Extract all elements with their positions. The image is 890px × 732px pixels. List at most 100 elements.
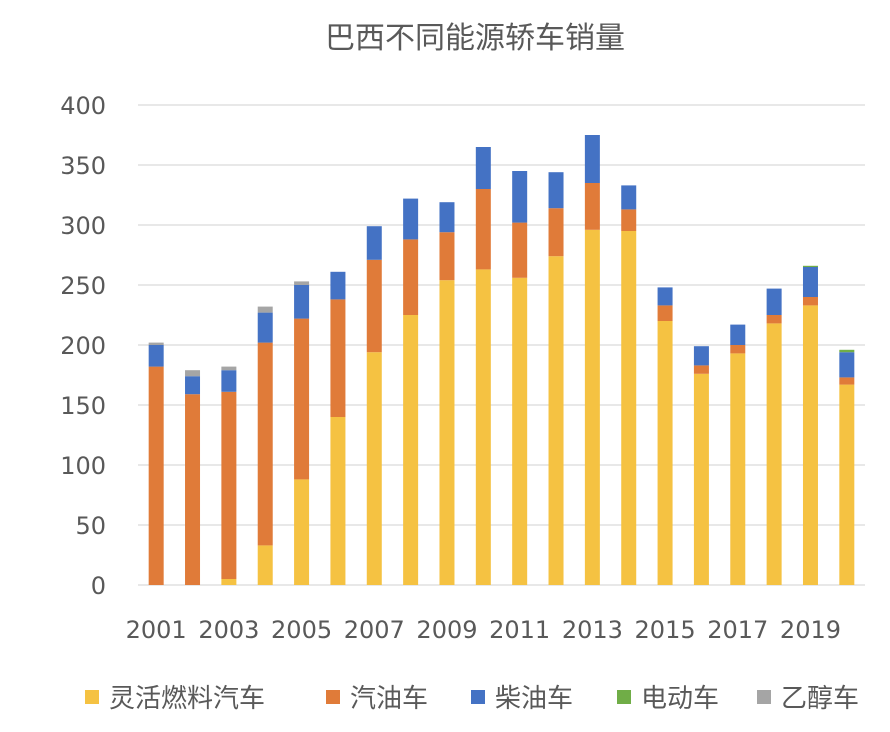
- bar-segment: [766, 315, 782, 324]
- legend-swatch: [471, 690, 485, 704]
- x-tick-label: 2003: [198, 616, 259, 644]
- bar-segment: [366, 226, 382, 260]
- bar-segment: [584, 135, 600, 183]
- x-axis-tick-labels: 2001 2003 2005 2007 2009 2011 2013 2015 2017 2019: [126, 616, 841, 644]
- bar-segment: [294, 285, 310, 319]
- legend-label: 汽油车: [350, 684, 428, 714]
- x-tick-label: 2001: [126, 616, 187, 644]
- legend-swatch: [617, 690, 631, 704]
- bar-segment: [839, 384, 855, 585]
- bar-segment: [730, 353, 746, 585]
- bar-segment: [802, 297, 818, 306]
- y-tick-label: 50: [75, 512, 106, 540]
- bar-segment: [657, 305, 673, 321]
- y-tick-label: 0: [91, 572, 106, 600]
- bar-segment: [512, 222, 528, 278]
- bar-segment: [584, 183, 600, 230]
- bar-segment: [839, 377, 855, 385]
- x-tick-label: 2015: [635, 616, 696, 644]
- bar-segment: [621, 231, 637, 585]
- legend-label: 灵活燃料汽车: [109, 684, 265, 714]
- x-tick-label: 2013: [562, 616, 623, 644]
- bar-segment: [475, 189, 491, 270]
- bar-segment: [330, 417, 346, 585]
- bar-segment: [257, 342, 273, 546]
- legend-label: 电动车: [641, 684, 719, 714]
- bar-segment: [802, 267, 818, 297]
- bar-segment: [185, 394, 201, 585]
- bar-segment: [657, 287, 673, 306]
- bar-segment: [730, 324, 746, 345]
- bar-segment: [802, 265, 818, 267]
- y-tick-label: 250: [60, 272, 106, 300]
- x-tick-label: 2005: [271, 616, 332, 644]
- bar-segment: [766, 323, 782, 585]
- x-tick-label: 2007: [344, 616, 405, 644]
- bar-segment: [185, 370, 201, 377]
- y-axis-tick-labels: 0 50 100 150 200 250 300 350 400: [60, 92, 106, 600]
- bar-segment: [294, 281, 310, 285]
- bar-segment: [221, 579, 237, 585]
- bar-segment: [403, 315, 419, 585]
- bar-segment: [621, 185, 637, 210]
- bar-segment: [366, 259, 382, 353]
- bar-segment: [330, 299, 346, 417]
- y-tick-label: 350: [60, 152, 106, 180]
- legend: 灵活燃料汽车 汽油车 柴油车 电动车 乙醇车: [85, 684, 859, 714]
- bar-segment: [584, 229, 600, 586]
- bar-segment: [148, 345, 164, 367]
- x-tick-label: 2011: [489, 616, 550, 644]
- bar-segment: [839, 349, 855, 353]
- bar-segment: [294, 479, 310, 585]
- bar-segment: [657, 321, 673, 585]
- bar-segment: [439, 280, 455, 585]
- bar-segment: [548, 208, 564, 257]
- bar-segment: [766, 288, 782, 315]
- bar-segment: [548, 172, 564, 209]
- y-tick-label: 200: [60, 332, 106, 360]
- bar-segment: [148, 366, 164, 585]
- y-tick-label: 400: [60, 92, 106, 120]
- bar-segment: [839, 352, 855, 378]
- bar-segment: [512, 277, 528, 585]
- bar-segment: [621, 209, 637, 231]
- bar-segment: [475, 269, 491, 585]
- x-tick-label: 2017: [707, 616, 768, 644]
- y-tick-label: 300: [60, 212, 106, 240]
- legend-swatch: [757, 690, 771, 704]
- legend-swatch: [326, 690, 340, 704]
- bar-segment: [330, 271, 346, 300]
- bar-segment: [512, 171, 528, 223]
- y-tick-label: 100: [60, 452, 106, 480]
- x-tick-label: 2019: [780, 616, 841, 644]
- bar-segment: [257, 545, 273, 585]
- bar-segment: [693, 365, 709, 374]
- bar-segment: [693, 346, 709, 366]
- bar-segment: [730, 345, 746, 354]
- bar-segment: [403, 239, 419, 315]
- bars: [148, 135, 855, 586]
- bar-segment: [475, 147, 491, 189]
- bar-segment: [221, 391, 237, 579]
- bar-segment: [257, 306, 273, 313]
- bar-segment: [366, 352, 382, 585]
- bar-segment: [403, 198, 419, 240]
- x-tick-label: 2009: [416, 616, 477, 644]
- chart-title: 巴西不同能源轿车销量: [325, 21, 625, 56]
- bar-segment: [548, 256, 564, 585]
- bar-segment: [439, 202, 455, 233]
- bar-segment: [257, 312, 273, 343]
- bar-segment: [185, 376, 201, 395]
- bar-segment: [802, 305, 818, 585]
- bar-segment: [221, 366, 237, 371]
- bar-segment: [439, 232, 455, 281]
- bar-segment: [294, 318, 310, 480]
- gridlines: [138, 104, 865, 586]
- legend-swatch: [85, 690, 99, 704]
- bar-segment: [148, 342, 164, 345]
- bar-segment: [693, 373, 709, 585]
- y-tick-label: 150: [60, 392, 106, 420]
- legend-label: 乙醇车: [781, 684, 859, 714]
- bar-segment: [221, 370, 237, 392]
